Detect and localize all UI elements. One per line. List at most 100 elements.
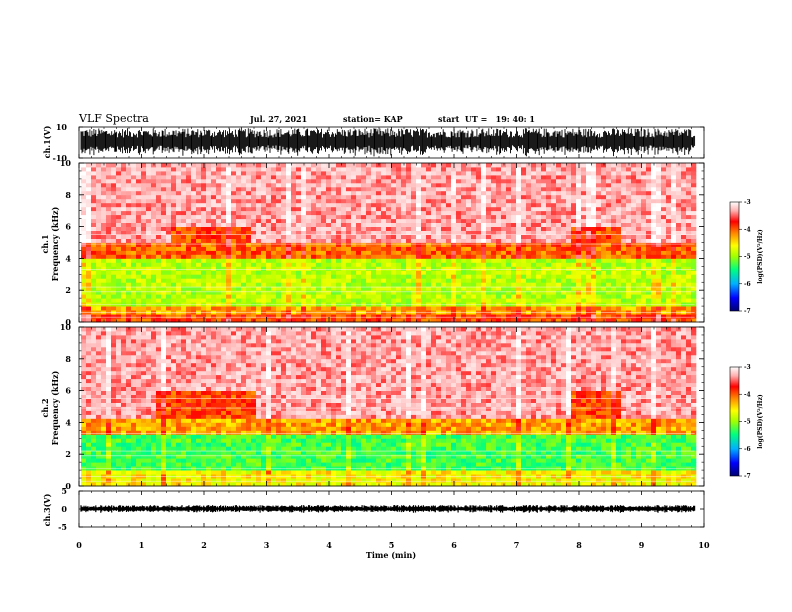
spectrogram-cell (456, 234, 462, 239)
spectrogram-cell (101, 171, 107, 176)
spectrogram-cell (201, 306, 207, 311)
spectrogram-cell (441, 266, 447, 271)
spectrogram-cell (241, 182, 247, 188)
spectrogram-cell (571, 246, 577, 251)
spectrogram-cell (471, 298, 477, 303)
spectrogram-cell (256, 298, 262, 303)
spectrogram-cell (281, 214, 287, 220)
spectrogram-cell (226, 210, 232, 216)
spectrogram-cell (471, 250, 477, 255)
spectrogram-cell (251, 206, 257, 212)
spectrogram-cell (86, 178, 92, 184)
spectrogram-cell (611, 214, 617, 220)
spectrogram-cell (431, 242, 437, 247)
spectrogram-cell (366, 178, 372, 184)
spectrogram-cell (561, 250, 567, 255)
spectrogram-cell (681, 258, 687, 263)
spectrogram-cell (541, 306, 547, 311)
spectrogram-cell (401, 178, 407, 184)
spectrogram-cell (281, 190, 287, 196)
spectrogram-cell (416, 266, 422, 271)
spectrogram-cell (266, 250, 272, 255)
spectrogram-cell (616, 278, 622, 283)
spectrogram-cell (401, 274, 407, 279)
spectrogram-cell (581, 314, 587, 319)
spectrogram-cell (381, 163, 387, 168)
spectrogram-cell (466, 214, 472, 220)
spectrogram-cell (501, 167, 507, 172)
spectrogram-cell (586, 250, 592, 255)
spectrogram-cell (211, 167, 217, 172)
spectrogram-cell (601, 266, 607, 271)
spectrogram-cell (421, 182, 427, 188)
spectrogram-cell (636, 270, 642, 275)
spectrogram-cell (386, 314, 392, 319)
spectrogram-cell (431, 222, 437, 227)
spectrogram-cell (651, 167, 657, 172)
spectrogram-cell (661, 234, 667, 239)
spectrogram-cell (561, 178, 567, 184)
spectrogram-cell (661, 230, 667, 235)
spectrogram-cell (286, 278, 292, 283)
spectrogram-cell (356, 234, 362, 239)
spectrogram-cell (381, 178, 387, 184)
spectrogram-cell (451, 174, 457, 180)
spectrogram-cell (176, 171, 182, 176)
spectrogram-cell (391, 206, 397, 212)
spectrogram-cell (551, 246, 557, 251)
spectrogram-cell (326, 254, 332, 259)
spectrogram-cell (536, 254, 542, 259)
spectrogram-cell (646, 278, 652, 283)
spectrogram-cell (301, 294, 307, 299)
spectrogram-cell (316, 222, 322, 227)
spectrogram-cell (241, 318, 247, 323)
spectrogram-cell (496, 270, 502, 275)
spectrogram-cell (571, 286, 577, 291)
spectrogram-cell (596, 230, 602, 235)
spectrogram-cell (161, 262, 167, 267)
spectrogram-cell (86, 218, 92, 223)
spectrogram-cell (316, 234, 322, 239)
spectrogram-cell (171, 214, 177, 220)
spectrogram-cell (116, 218, 122, 223)
spectrogram-cell (601, 274, 607, 279)
spectrogram-cell (316, 258, 322, 263)
spectrogram-cell (466, 186, 472, 192)
spectrogram-cell (436, 242, 442, 247)
spectrogram-cell (571, 262, 577, 267)
spectrogram-cell (151, 218, 157, 223)
spectrogram-cell (251, 274, 257, 279)
spectrogram-cell (141, 206, 147, 212)
spectrogram-cell (231, 254, 237, 259)
spectrogram-cell (291, 186, 297, 192)
spectrogram-cell (241, 174, 247, 180)
spectrogram-cell (351, 190, 357, 196)
spectrogram-cell (686, 242, 692, 247)
spectrogram-cell (511, 186, 517, 192)
spectrogram-cell (661, 182, 667, 188)
spectrogram-cell (141, 258, 147, 263)
spectrogram-cell (596, 222, 602, 227)
spectrogram-cell (411, 190, 417, 196)
spectrogram-cell (396, 290, 402, 295)
spectrogram-cell (181, 246, 187, 251)
spectrogram-cell (581, 234, 587, 239)
spectrogram-cell (106, 230, 112, 235)
spectrogram-cell (266, 182, 272, 188)
spectrogram-cell (91, 171, 97, 176)
spectrogram-cell (486, 163, 492, 168)
spectrogram-cell (166, 286, 172, 291)
spectrogram-cell (316, 278, 322, 283)
spectrogram-cell (676, 163, 682, 168)
spectrogram-cell (521, 266, 527, 271)
spectrogram-cell (551, 226, 557, 231)
spectrogram-cell (166, 294, 172, 299)
spectrogram-cell (621, 202, 627, 208)
spectrogram-cell (401, 163, 407, 168)
spectrogram-cell (621, 206, 627, 212)
spectrogram-cell (336, 262, 342, 267)
spectrogram-cell (471, 306, 477, 311)
spectrogram-cell (521, 210, 527, 216)
spectrogram-cell (616, 163, 622, 168)
spectrogram-cell (506, 226, 512, 231)
